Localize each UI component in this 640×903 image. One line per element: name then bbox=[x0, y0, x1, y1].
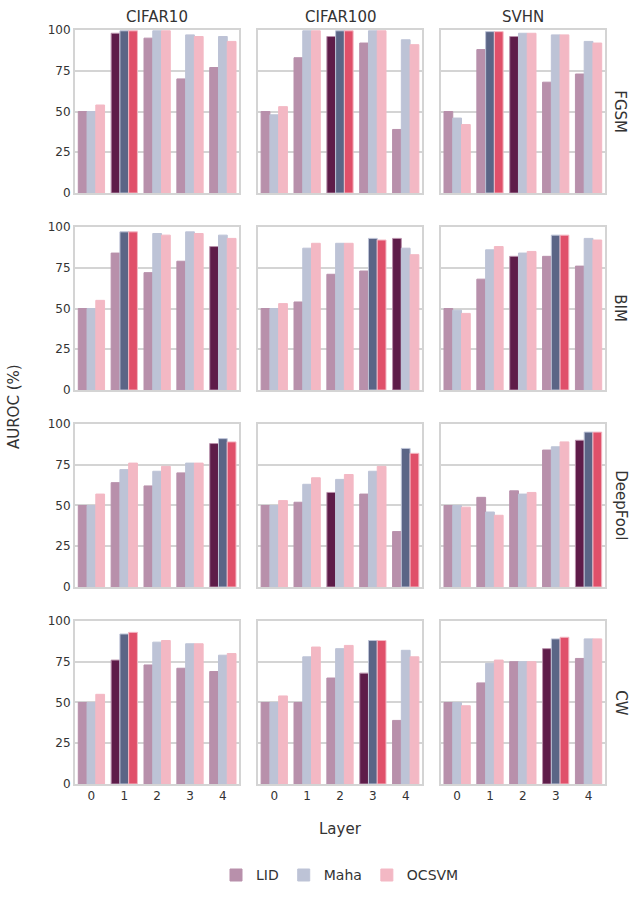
svg-text:3: 3 bbox=[369, 789, 377, 803]
svg-text:Layer: Layer bbox=[319, 820, 362, 838]
svg-text:0: 0 bbox=[63, 383, 71, 397]
svg-text:25: 25 bbox=[55, 736, 70, 750]
svg-text:3: 3 bbox=[186, 789, 194, 803]
svg-text:25: 25 bbox=[55, 145, 70, 159]
svg-text:50: 50 bbox=[55, 499, 70, 513]
svg-text:SVHN: SVHN bbox=[502, 8, 544, 26]
svg-text:75: 75 bbox=[55, 458, 70, 472]
svg-text:AUROC (%): AUROC (%) bbox=[5, 364, 23, 449]
svg-text:0: 0 bbox=[63, 777, 71, 791]
svg-text:0: 0 bbox=[88, 789, 96, 803]
svg-text:1: 1 bbox=[303, 789, 311, 803]
svg-text:25: 25 bbox=[55, 539, 70, 553]
svg-text:2: 2 bbox=[336, 789, 344, 803]
svg-text:DeepFool: DeepFool bbox=[612, 470, 630, 540]
svg-text:0: 0 bbox=[63, 580, 71, 594]
svg-text:OCSVM: OCSVM bbox=[407, 867, 458, 883]
svg-text:CW: CW bbox=[612, 690, 630, 715]
svg-text:4: 4 bbox=[219, 789, 227, 803]
svg-text:2: 2 bbox=[519, 789, 527, 803]
svg-text:100: 100 bbox=[48, 23, 71, 37]
svg-text:50: 50 bbox=[55, 696, 70, 710]
svg-text:1: 1 bbox=[486, 789, 494, 803]
svg-text:100: 100 bbox=[48, 614, 71, 628]
svg-text:4: 4 bbox=[585, 789, 593, 803]
svg-text:BIM: BIM bbox=[611, 294, 629, 322]
svg-text:3: 3 bbox=[552, 789, 560, 803]
svg-text:0: 0 bbox=[63, 186, 71, 200]
svg-text:100: 100 bbox=[48, 417, 71, 431]
svg-text:FGSM: FGSM bbox=[611, 90, 629, 133]
svg-text:4: 4 bbox=[402, 789, 410, 803]
svg-text:0: 0 bbox=[453, 789, 461, 803]
svg-text:1: 1 bbox=[120, 789, 128, 803]
svg-text:75: 75 bbox=[55, 261, 70, 275]
svg-text:75: 75 bbox=[55, 64, 70, 78]
svg-text:0: 0 bbox=[270, 789, 278, 803]
svg-text:100: 100 bbox=[48, 220, 71, 234]
svg-text:50: 50 bbox=[55, 302, 70, 316]
svg-text:LID: LID bbox=[256, 867, 279, 883]
svg-text:Maha: Maha bbox=[324, 867, 362, 883]
svg-text:2: 2 bbox=[153, 789, 161, 803]
svg-text:CIFAR100: CIFAR100 bbox=[305, 8, 376, 26]
svg-text:50: 50 bbox=[55, 105, 70, 119]
svg-text:CIFAR10: CIFAR10 bbox=[126, 8, 188, 26]
svg-text:75: 75 bbox=[55, 655, 70, 669]
svg-text:25: 25 bbox=[55, 342, 70, 356]
